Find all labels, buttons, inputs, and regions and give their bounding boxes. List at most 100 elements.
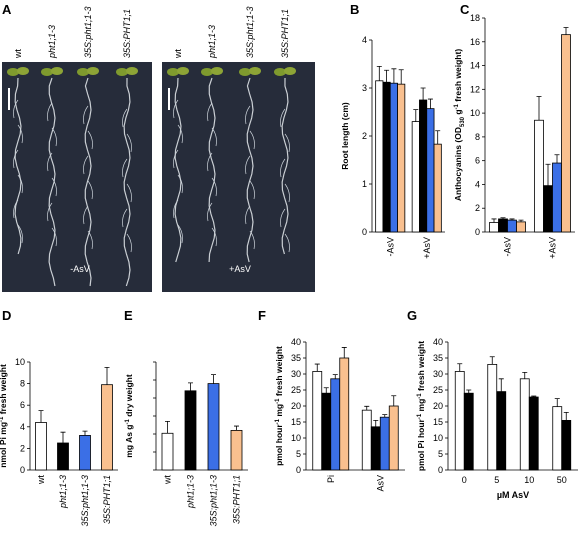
bar: [161, 432, 174, 471]
y-axis-label-part: Root length (cm): [340, 102, 350, 170]
panel-letter: A: [2, 2, 12, 17]
bar: [370, 426, 381, 471]
y-axis-label-part: -1: [125, 419, 131, 425]
error-bar: [188, 382, 193, 391]
y-axis-label: Root length (cm): [340, 102, 350, 170]
genotype-label: 35S:PHT1;1: [122, 9, 132, 58]
y-tick-label: 18: [470, 13, 480, 23]
bar: [552, 162, 562, 233]
bar: [426, 108, 435, 233]
root: [284, 183, 290, 203]
root: [207, 102, 213, 122]
bar: [543, 185, 553, 233]
bar: [487, 363, 498, 471]
genotype-label: 35S:pht1;1-3: [245, 6, 255, 58]
root: [280, 208, 286, 228]
error-bar: [314, 363, 320, 372]
y-tick-label: 4: [20, 422, 25, 432]
bar: [534, 119, 544, 233]
root: [51, 127, 57, 147]
root: [17, 124, 23, 144]
y-tick-label: 30: [433, 369, 443, 379]
error-bar: [234, 425, 239, 431]
error-bar: [491, 218, 497, 223]
x-tick-label: 50: [557, 475, 567, 485]
bar: [516, 221, 526, 233]
genotype-label: wt: [173, 49, 183, 59]
root: [211, 227, 217, 247]
error-bar: [82, 430, 88, 436]
x-tick-label: 0: [462, 475, 467, 485]
root: [17, 224, 23, 244]
error-bar: [518, 219, 524, 222]
root: [84, 77, 92, 287]
y-tick-label: 6: [20, 400, 25, 410]
bar: [321, 392, 332, 471]
bar: [379, 416, 390, 471]
y-tick-label: 1: [362, 179, 367, 189]
x-tick-label: 35S:pht1;1-3: [80, 475, 90, 527]
root: [245, 105, 251, 125]
y-tick-label: 15: [291, 417, 301, 427]
root: [47, 202, 53, 222]
genotype-label: wt: [13, 49, 23, 59]
error-bar: [165, 421, 170, 434]
root: [47, 102, 53, 122]
bar: [397, 83, 406, 233]
x-tick-label: 5: [494, 475, 499, 485]
root: [13, 99, 19, 119]
error-bar: [384, 69, 390, 83]
bar: [411, 121, 420, 233]
x-tick-label: 35S:PHT1;1: [102, 475, 112, 524]
x-tick-label: -AsV: [503, 237, 513, 257]
y-axis-label: pmol hour-1 mg-1 fresh weight: [274, 346, 284, 466]
error-bar: [376, 66, 382, 81]
y-tick-label: 12: [470, 84, 480, 94]
bar: [389, 82, 398, 233]
condition-label: -AsV: [70, 264, 90, 274]
error-bar: [323, 387, 329, 394]
error-bar: [509, 218, 515, 221]
leaf: [51, 67, 63, 75]
y-axis-label-part: mg: [416, 399, 426, 414]
root: [207, 152, 213, 172]
y-tick-label: 2: [475, 203, 480, 213]
error-bar: [545, 163, 551, 186]
root: [280, 108, 286, 128]
y-tick-label: 2: [362, 131, 367, 141]
root: [249, 230, 255, 250]
error-bar: [427, 98, 433, 109]
bar: [552, 406, 563, 471]
root: [249, 180, 255, 200]
y-axis-label-part: mg As g: [124, 425, 134, 458]
y-tick-label: 40: [291, 337, 301, 347]
panel-letter: G: [407, 308, 417, 323]
error-bar: [398, 69, 404, 85]
root: [83, 205, 89, 225]
root: [83, 105, 89, 125]
x-tick-label: 35S:pht1;1-3: [209, 475, 219, 527]
root: [13, 149, 19, 169]
panel-letter: C: [460, 2, 470, 17]
leaf: [211, 67, 223, 75]
bar: [561, 34, 571, 233]
root: [281, 77, 289, 255]
bar: [433, 143, 442, 233]
y-tick-label: 10: [470, 108, 480, 118]
bar: [507, 219, 517, 233]
root: [177, 124, 183, 144]
y-axis-label-part: -1: [275, 398, 281, 404]
leaf: [7, 68, 19, 76]
bar: [382, 81, 391, 233]
error-bar: [498, 378, 504, 392]
y-tick-label: 20: [291, 401, 301, 411]
error-bar: [38, 410, 44, 423]
x-tick-label: wt: [163, 475, 173, 485]
root: [17, 174, 23, 194]
y-axis-label-part: nmol Pi mg: [0, 422, 8, 468]
y-axis-label-part: g: [453, 109, 463, 117]
root: [173, 149, 179, 169]
x-axis-label: µM AsV: [497, 490, 529, 500]
y-tick-label: 4: [475, 179, 480, 189]
root: [177, 174, 183, 194]
